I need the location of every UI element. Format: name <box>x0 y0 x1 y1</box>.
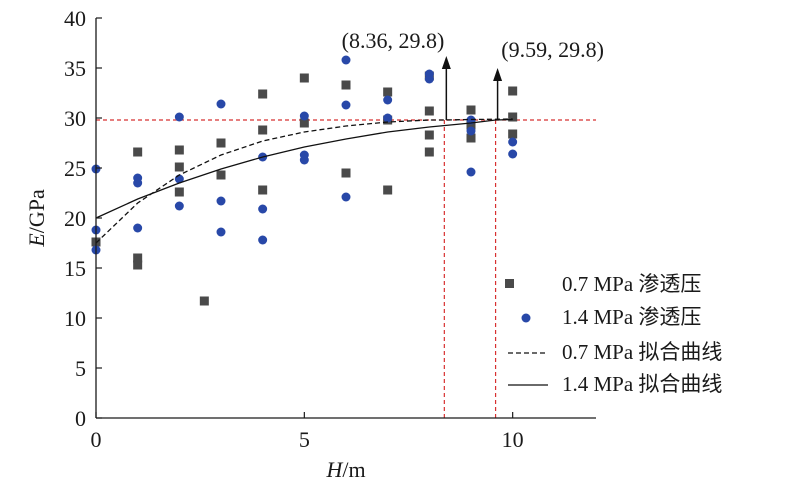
data-point-square <box>133 253 143 263</box>
data-point-circle <box>508 137 518 147</box>
data-point-square <box>133 147 143 157</box>
y-tick-label: 35 <box>64 56 86 81</box>
data-point-circle <box>216 227 226 237</box>
data-point-circle <box>341 192 351 202</box>
data-point-square <box>216 170 226 180</box>
data-point-square <box>258 125 268 135</box>
data-point-square <box>383 87 393 97</box>
data-point-circle <box>258 235 268 245</box>
data-point-square <box>299 73 309 83</box>
data-point-circle <box>383 113 393 123</box>
legend-label-fit-0: 0.7 MPa 拟合曲线 <box>562 340 722 364</box>
data-point-circle <box>299 155 309 165</box>
data-point-square <box>258 185 268 195</box>
data-point-square <box>424 130 434 140</box>
data-point-circle <box>508 149 518 159</box>
annotation-label: (8.36, 29.8) <box>342 28 445 53</box>
y-tick-label: 25 <box>64 156 86 181</box>
y-tick-label: 30 <box>64 106 86 131</box>
ticks: 0 5 10 0 5 10 15 20 25 30 35 40 <box>64 6 524 452</box>
data-point-square <box>133 260 143 270</box>
y-tick-label: 40 <box>64 6 86 31</box>
data-point-circle <box>383 95 393 105</box>
x-tick-label: 5 <box>299 427 310 452</box>
data-point-square <box>174 187 184 197</box>
fit-curve-dashed <box>95 118 513 244</box>
data-point-square <box>258 89 268 99</box>
annotations: (8.36, 29.8) (9.59, 29.8) <box>342 28 604 120</box>
data-point-circle <box>424 74 434 84</box>
annotation-label: (9.59, 29.8) <box>501 37 604 62</box>
data-point-square <box>341 80 351 90</box>
y-tick-label: 15 <box>64 256 86 281</box>
legend-label-fit-1: 1.4 MPa 拟合曲线 <box>562 372 722 396</box>
y-tick-label: 10 <box>64 306 86 331</box>
data-point-square <box>508 129 518 139</box>
data-point-circle <box>258 204 268 214</box>
legend-label-series-0: 0.7 MPa 渗透压 <box>562 272 701 296</box>
data-point-circle <box>174 201 184 211</box>
data-point-square <box>199 296 209 306</box>
data-point-square <box>466 133 476 143</box>
y-tick-label: 0 <box>75 406 86 431</box>
data-point-circle <box>341 100 351 110</box>
data-point-square <box>508 112 518 122</box>
x-tick-label: 0 <box>91 427 102 452</box>
legend-marker-square <box>505 279 514 288</box>
data-point-square <box>508 86 518 96</box>
y-axis-title: E/GPa <box>24 189 49 248</box>
data-point-circle <box>133 178 143 188</box>
data-point-square <box>424 106 434 116</box>
data-point-circle <box>466 167 476 177</box>
data-point-square <box>466 120 476 130</box>
data-point-circle <box>216 99 226 109</box>
legend-label-series-1: 1.4 MPa 渗透压 <box>562 305 701 329</box>
y-tick-label: 5 <box>75 356 86 381</box>
legend-marker-circle <box>521 313 531 323</box>
data-point-square <box>341 168 351 178</box>
data-point-square <box>383 185 393 195</box>
fit-curve-solid <box>95 118 513 219</box>
data-point-circle <box>133 223 143 233</box>
x-tick-label: 10 <box>502 427 524 452</box>
reference-lines <box>96 119 596 418</box>
data-point-circle <box>341 55 351 65</box>
annotation-arrow-head <box>441 56 451 69</box>
axes <box>95 18 596 419</box>
data-point-square <box>466 105 476 115</box>
fit-curves <box>95 118 513 244</box>
legend: 0.7 MPa 渗透压 1.4 MPa 渗透压 0.7 MPa 拟合曲线 1.4… <box>505 272 722 396</box>
y-tick-label: 20 <box>64 206 86 231</box>
data-point-circle <box>299 111 309 121</box>
data-points <box>91 55 518 306</box>
data-point-square <box>424 147 434 157</box>
data-point-square <box>174 162 184 172</box>
data-point-circle <box>174 112 184 122</box>
annotation-arrow-head <box>493 68 503 81</box>
data-point-square <box>299 118 309 128</box>
data-point-square <box>174 145 184 155</box>
data-point-circle <box>466 126 476 136</box>
x-axis-title: H/m <box>325 457 365 482</box>
data-point-square <box>216 138 226 148</box>
data-point-circle <box>216 196 226 206</box>
